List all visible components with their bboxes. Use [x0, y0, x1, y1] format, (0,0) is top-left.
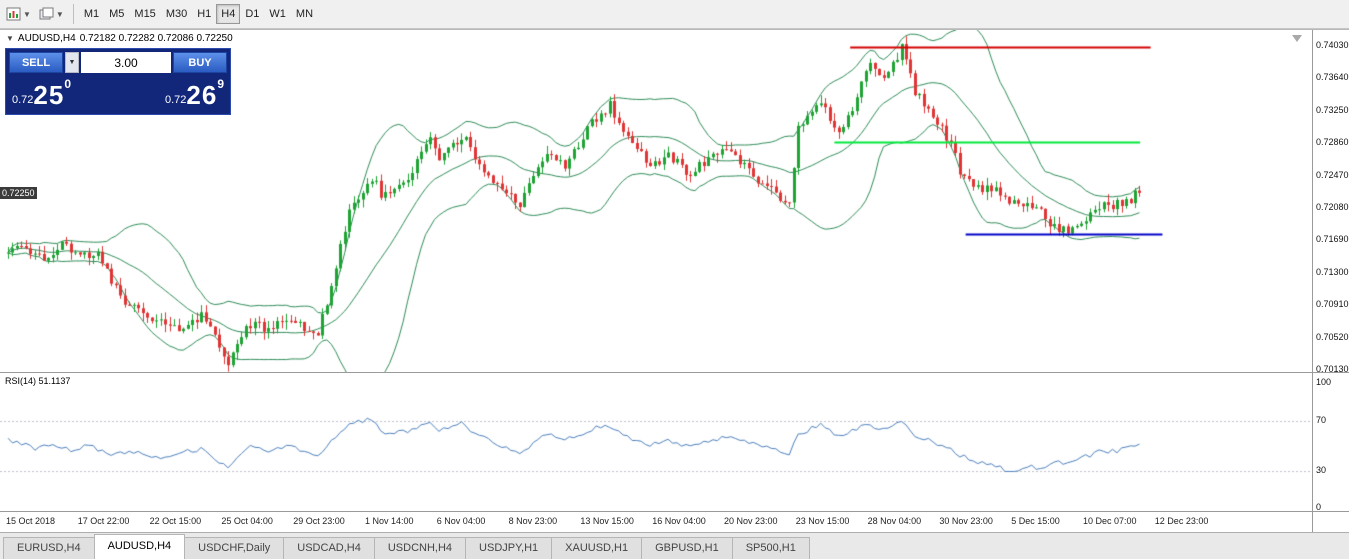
- time-axis-label: 1 Nov 14:00: [365, 516, 414, 526]
- price-axis-label: 0.74030: [1316, 40, 1349, 50]
- rsi-axis-label: 0: [1316, 502, 1322, 512]
- chart-template-icon: [6, 7, 21, 21]
- chart-tab-bar: EURUSD,H4 AUDUSD,H4 USDCHF,Daily USDCAD,H4 U…: [0, 532, 1349, 559]
- time-axis-label: 6 Nov 04:00: [436, 516, 486, 526]
- time-axis-label: 28 Nov 04:00: [867, 516, 922, 526]
- buy-quote[interactable]: 0.72 26 9: [165, 74, 224, 111]
- price-axis-label: 0.73640: [1316, 72, 1349, 83]
- price-axis-label: 0.71300: [1316, 266, 1349, 277]
- rsi-axis[interactable]: 100 70 30 0: [1312, 373, 1349, 512]
- timeframe-button-group: M1 M5 M15 M30 H1 H4 D1 W1 MN: [79, 4, 318, 24]
- price-axis-label: 0.72860: [1316, 137, 1349, 148]
- chart-tab[interactable]: EURUSD,H4: [3, 537, 95, 559]
- price-axis[interactable]: 0.74030 0.73640 0.73250 0.72860 0.72470 0.720…: [1312, 30, 1349, 374]
- current-price-badge: 0.72250: [0, 186, 37, 199]
- time-axis-label: 20 Nov 23:00: [724, 516, 778, 526]
- chart-shift-marker[interactable]: [1292, 35, 1302, 42]
- chart-tab[interactable]: USDCAD,H4: [283, 537, 375, 559]
- time-axis-label: 17 Oct 22:00: [77, 516, 130, 526]
- chart-tab[interactable]: AUDUSD,H4: [93, 534, 186, 559]
- price-axis-label: 0.72080: [1316, 202, 1349, 212]
- volume-stepper[interactable]: ▼: [65, 52, 79, 73]
- timeframe-button[interactable]: W1: [264, 4, 291, 24]
- time-axis[interactable]: 15 Oct 2018 17 Oct 22:00 22 Oct 15:00 25 Oc…: [0, 511, 1349, 532]
- chevron-down-icon: ▼: [23, 9, 31, 19]
- chart-template-button[interactable]: ▼: [2, 3, 35, 25]
- price-chart-pane: ▼ AUDUSD,H4 0.72182 0.72282 0.72086 0.72…: [0, 29, 1349, 374]
- timeframe-button[interactable]: H1: [192, 4, 216, 24]
- price-axis-label: 0.70910: [1316, 299, 1349, 310]
- chart-profile-icon: [39, 7, 54, 21]
- chart-tab[interactable]: USDJPY,H1: [465, 537, 553, 559]
- volume-field[interactable]: 3.00: [81, 52, 171, 73]
- buy-price-big: 26: [186, 80, 218, 110]
- time-axis-label: 12 Dec 23:00: [1154, 516, 1209, 526]
- time-axis-label: 30 Nov 23:00: [939, 516, 993, 526]
- timeframe-button[interactable]: H4: [216, 4, 241, 24]
- chart-tab[interactable]: GBPUSD,H1: [641, 537, 733, 559]
- chart-symbol-label: AUDUSD,H4: [17, 33, 76, 44]
- chevron-down-icon: ▼: [55, 9, 64, 19]
- time-axis-label: 8 Nov 23:00: [508, 516, 558, 526]
- chart-profile-button[interactable]: ▼: [35, 3, 68, 25]
- timeframe-button[interactable]: MN: [291, 4, 318, 24]
- price-axis-label: 0.71690: [1316, 234, 1349, 245]
- time-axis-label: 15 Oct 2018: [6, 516, 56, 526]
- rsi-axis-label: 30: [1316, 464, 1327, 475]
- chart-title: ▼ AUDUSD,H4 0.72182 0.72282 0.72086 0.72…: [6, 33, 233, 44]
- timeframe-button[interactable]: M15: [129, 4, 160, 24]
- time-axis-label: 5 Dec 15:00: [1011, 516, 1060, 526]
- rsi-indicator-label: RSI(14) 51.1137: [5, 376, 71, 386]
- rsi-axis-label: 70: [1316, 414, 1327, 425]
- timeframe-button[interactable]: M1: [79, 4, 104, 24]
- timeframe-toolbar: ▼ ▼ M1 M5 M15 M30 H1 H4 D1 W1 MN: [0, 0, 1349, 29]
- sell-quote[interactable]: 0.72 25 0: [12, 74, 71, 111]
- timeframe-button[interactable]: M5: [104, 4, 129, 24]
- timeframe-button[interactable]: D1: [240, 4, 264, 24]
- sell-price-prefix: 0.72: [12, 94, 34, 106]
- time-axis-label: 10 Dec 07:00: [1083, 516, 1137, 526]
- sell-price-pip: 0: [64, 77, 72, 91]
- rsi-indicator-pane: RSI(14) 51.1137 100 70 30 0: [0, 372, 1349, 512]
- time-axis-label: 23 Nov 15:00: [795, 516, 850, 526]
- chart-tab[interactable]: SP500,H1: [731, 537, 810, 559]
- chart-ohlc-label: 0.72182 0.72282 0.72086 0.72250: [79, 33, 233, 44]
- buy-button[interactable]: BUY: [173, 52, 227, 73]
- chart-tab[interactable]: USDCHF,Daily: [184, 537, 285, 559]
- sell-button[interactable]: SELL: [9, 52, 63, 73]
- buy-price-pip: 9: [217, 77, 224, 91]
- buy-price-prefix: 0.72: [164, 94, 187, 106]
- time-axis-label: 25 Oct 04:00: [221, 516, 273, 526]
- rsi-chart-canvas[interactable]: [0, 374, 1312, 512]
- chart-tab[interactable]: XAUUSD,H1: [551, 537, 643, 559]
- time-axis-label: 22 Oct 15:00: [149, 516, 202, 526]
- time-axis-label: 16 Nov 04:00: [652, 516, 706, 526]
- one-click-toggle-icon[interactable]: ▼: [6, 34, 14, 43]
- toolbar-separator: [72, 4, 74, 24]
- axis-corner: [1312, 512, 1349, 532]
- price-axis-label: 0.73250: [1316, 104, 1349, 115]
- price-axis-label: 0.70520: [1316, 331, 1349, 342]
- timeframe-button[interactable]: M30: [161, 4, 192, 24]
- price-axis-label: 0.70130: [1316, 364, 1349, 374]
- time-axis-label: 13 Nov 15:00: [580, 516, 634, 526]
- rsi-axis-label: 100: [1316, 377, 1332, 387]
- one-click-trade-panel: SELL ▼ 3.00 BUY 0.72 25 0 0.72 26 9: [5, 48, 231, 115]
- sell-price-big: 25: [33, 80, 65, 110]
- price-axis-label: 0.72470: [1316, 169, 1349, 180]
- time-axis-label: 29 Oct 23:00: [293, 516, 345, 526]
- chart-tab[interactable]: USDCNH,H4: [373, 537, 467, 559]
